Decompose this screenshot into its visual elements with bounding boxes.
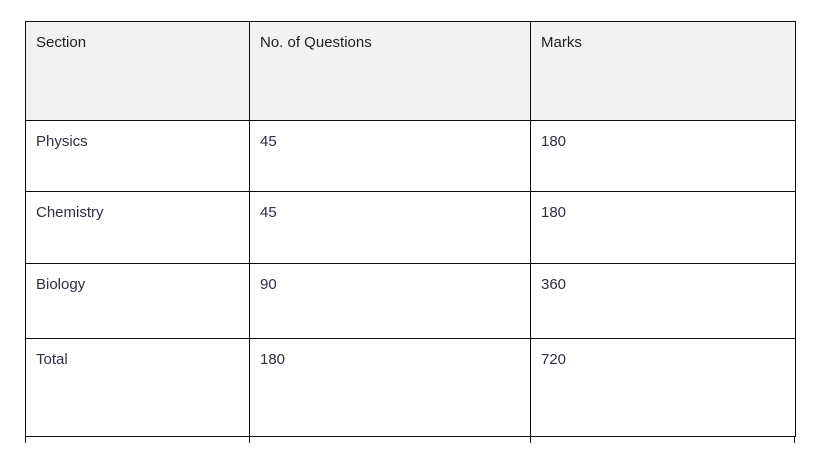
exam-pattern-table: Section No. of Questions Marks Physics 4… [25, 21, 796, 437]
table-header-row: Section No. of Questions Marks [25, 21, 796, 121]
cell-physics-questions: 45 [249, 120, 531, 192]
cell-biology-section: Biology [25, 263, 250, 339]
table-row-total: Total 180 720 [25, 338, 796, 437]
cell-biology-marks: 360 [530, 263, 796, 339]
table-row-physics: Physics 45 180 [25, 120, 796, 192]
column-header-section: Section [25, 21, 250, 121]
cell-biology-questions: 90 [249, 263, 531, 339]
cell-total-section: Total [25, 338, 250, 437]
column-border-tail [249, 437, 250, 443]
cell-physics-marks: 180 [530, 120, 796, 192]
cell-total-marks: 720 [530, 338, 796, 437]
cell-physics-section: Physics [25, 120, 250, 192]
column-border-tail [794, 437, 795, 443]
column-border-tail [530, 437, 531, 443]
cell-chemistry-section: Chemistry [25, 191, 250, 264]
table-row-biology: Biology 90 360 [25, 263, 796, 339]
cell-chemistry-marks: 180 [530, 191, 796, 264]
cell-total-questions: 180 [249, 338, 531, 437]
table-row-chemistry: Chemistry 45 180 [25, 191, 796, 264]
cell-chemistry-questions: 45 [249, 191, 531, 264]
column-header-marks: Marks [530, 21, 796, 121]
column-border-tail [25, 437, 26, 443]
column-header-questions: No. of Questions [249, 21, 531, 121]
